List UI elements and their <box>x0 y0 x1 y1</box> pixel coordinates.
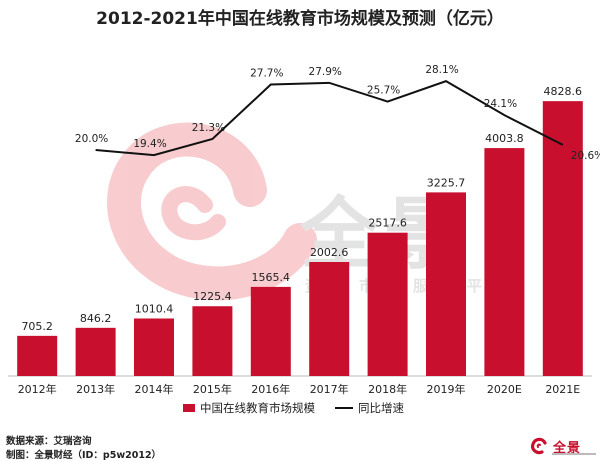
bar-2 <box>134 318 174 376</box>
chart-legend: 中国在线教育市场规模 同比增速 <box>0 400 600 420</box>
x-tick-label-6: 2018年 <box>368 382 407 396</box>
chart-plot: 705.2 2012年 846.2 2013年 1010.4 2014年 1225.4 201… <box>8 64 600 396</box>
legend-item-line: 同比增速 <box>335 400 404 416</box>
bar-value-label-7: 3225.7 <box>427 176 466 189</box>
brand-logo-text: 全景 <box>553 440 582 456</box>
bar-value-label-0: 705.2 <box>21 320 53 333</box>
brand-logo-underline <box>552 453 596 455</box>
chart-title: 2012-2021年中国在线教育市场规模及预测（亿元） <box>96 9 504 29</box>
bar-3 <box>192 306 233 376</box>
legend-label-bars: 中国在线教育市场规模 <box>200 401 315 415</box>
growth-rate-label-2: 19.4% <box>133 138 166 150</box>
bar-value-label-9: 4828.6 <box>544 85 583 98</box>
x-tick-label-9: 2021E <box>545 383 580 396</box>
bar-value-label-3: 1225.4 <box>193 290 232 303</box>
growth-rate-label-1: 20.0% <box>75 133 108 145</box>
legend-label-line: 同比增速 <box>358 401 404 415</box>
bar-0 <box>17 335 58 376</box>
x-tick-label-4: 2016年 <box>251 382 290 396</box>
brand-logo-icon <box>531 437 547 455</box>
legend-item-bars: 中国在线教育市场规模 <box>183 400 315 416</box>
growth-rate-label-4: 27.7% <box>250 68 283 80</box>
bar-9 <box>542 101 583 376</box>
bar-7 <box>426 192 466 376</box>
brand-logo: 全景 <box>530 436 596 456</box>
bar-8 <box>484 148 525 376</box>
x-tick-label-1: 2013年 <box>76 382 115 396</box>
bar-value-label-1: 846.2 <box>80 312 112 325</box>
growth-rate-label-8: 24.1% <box>484 98 517 110</box>
bar-value-label-4: 1565.4 <box>252 271 291 284</box>
growth-rate-label-7: 28.1% <box>425 64 458 76</box>
x-tick-label-0: 2012年 <box>18 382 57 396</box>
x-tick-label-3: 2015年 <box>193 382 232 396</box>
legend-swatch-line <box>335 407 353 409</box>
bar-1 <box>75 327 116 376</box>
bar-5 <box>309 262 350 376</box>
legend-swatch-bars <box>183 404 195 412</box>
bar-4 <box>250 286 291 376</box>
bar-value-label-8: 4003.8 <box>485 132 524 145</box>
data-source-note: 数据来源：艾瑞咨询 <box>6 436 92 447</box>
growth-rate-line <box>95 80 564 157</box>
bar-value-label-2: 1010.4 <box>135 302 174 315</box>
growth-rate-label-5: 27.9% <box>309 66 342 78</box>
growth-rate-label-6: 25.7% <box>367 85 400 97</box>
growth-rate-label-9: 20.6% <box>571 150 600 162</box>
bar-6 <box>367 232 408 376</box>
x-tick-label-2: 2014年 <box>135 382 174 396</box>
x-tick-label-8: 2020E <box>487 383 522 396</box>
bar-value-label-5: 2002.6 <box>310 246 349 259</box>
bar-value-label-6: 2517.6 <box>368 217 407 230</box>
x-tick-label-7: 2019年 <box>427 382 466 396</box>
producer-note: 制图：全景财经（ID：p5w2012） <box>6 450 162 461</box>
growth-rate-label-3: 21.3% <box>192 122 225 134</box>
x-tick-label-5: 2017年 <box>310 382 349 396</box>
